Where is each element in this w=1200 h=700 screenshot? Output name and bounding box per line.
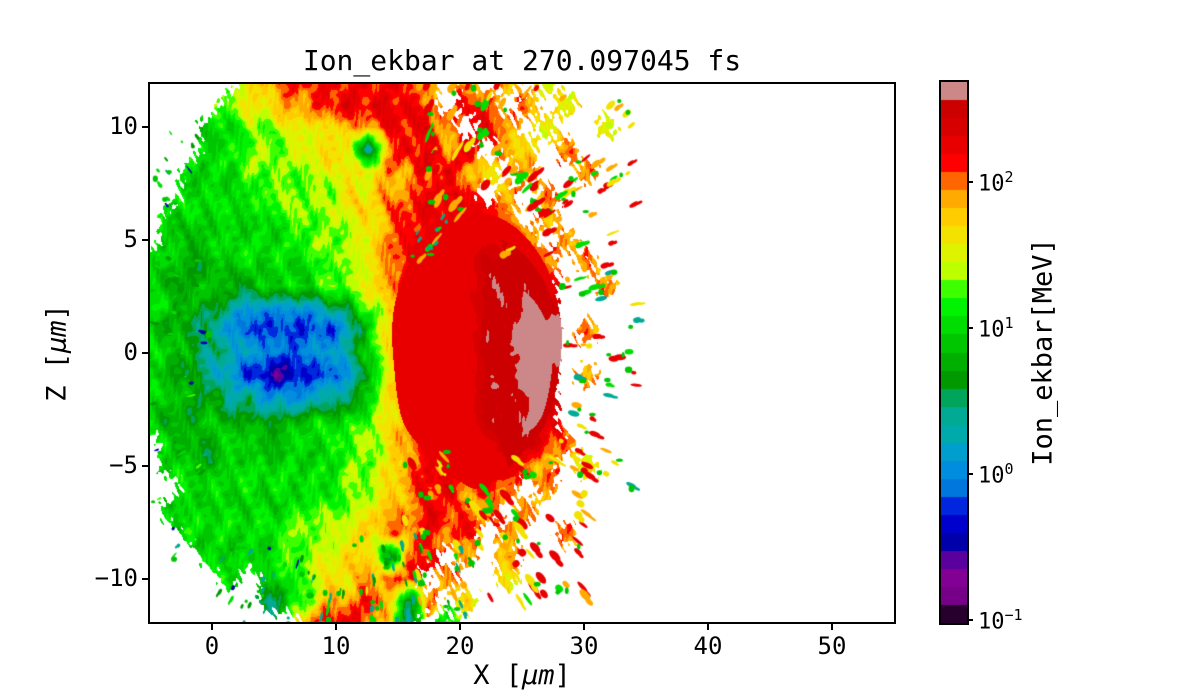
x-axis-label-unit: μm <box>522 660 555 691</box>
x-tick-mark <box>335 624 337 630</box>
heatmap-canvas <box>150 84 894 622</box>
y-axis-label-pre: Z [ <box>41 353 73 402</box>
y-tick-label: 5 <box>123 224 138 253</box>
chart-title: Ion_ekbar at 270.097045 fs <box>302 44 742 77</box>
y-axis-label-unit: μm <box>41 320 73 353</box>
x-tick-label: 20 <box>445 632 475 660</box>
x-tick-label: 10 <box>321 632 351 660</box>
x-tick-label: 40 <box>693 632 723 660</box>
colorbar-tick-label: 101 <box>978 313 1014 342</box>
colorbar-tick-label: 100 <box>978 459 1014 488</box>
x-tick-label: 30 <box>569 632 599 660</box>
x-tick-mark <box>831 624 833 630</box>
y-tick-mark <box>142 352 148 354</box>
y-tick-mark <box>142 465 148 468</box>
x-axis-label-post: ] <box>554 660 571 691</box>
colorbar-tick-mark <box>967 180 973 183</box>
y-axis-label: Z [μm] <box>42 304 73 402</box>
x-tick-mark <box>707 624 709 630</box>
y-tick-label: −10 <box>94 564 138 593</box>
y-tick-mark <box>142 578 148 581</box>
y-axis-label-post: ] <box>41 304 73 321</box>
x-axis-label: X [μm] <box>150 660 894 691</box>
colorbar-tick-label: 102 <box>978 167 1014 196</box>
colorbar-tick-mark <box>967 326 973 329</box>
x-axis-label-pre: X [ <box>473 660 522 691</box>
y-tick-label: −5 <box>109 451 138 480</box>
colorbar-canvas <box>941 82 967 623</box>
y-tick-label: 10 <box>109 111 138 140</box>
x-tick-label: 0 <box>204 632 220 660</box>
x-tick-label: 50 <box>817 632 847 660</box>
colorbar-tick-mark <box>967 472 973 475</box>
y-tick-mark <box>142 238 148 241</box>
x-tick-mark <box>583 624 585 630</box>
colorbar-tick-mark <box>967 618 973 621</box>
y-tick-mark <box>142 125 148 128</box>
x-tick-mark <box>459 624 461 630</box>
x-tick-mark <box>211 624 213 630</box>
y-tick-label: 0 <box>123 338 138 366</box>
colorbar-label: Ion_ekbar[MeV] <box>1027 238 1059 466</box>
colorbar-tick-label: 10−1 <box>978 605 1023 635</box>
